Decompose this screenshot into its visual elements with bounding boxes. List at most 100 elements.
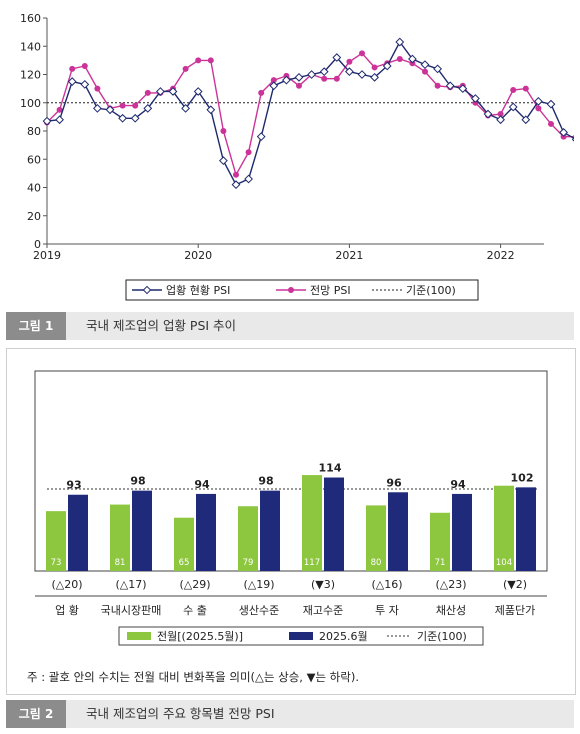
bar-previous-month [238,506,258,571]
y-tick-label: 80 [27,125,41,138]
outlook-psi-point [94,85,101,92]
psi-trend-chart: 0204060801001201401602019202020212022202… [20,12,580,301]
current-psi-point [130,113,140,123]
current-psi-line [46,40,580,186]
current-psi-point [433,64,442,74]
figure2-caption: 그림 2 국내 제조업의 주요 항목별 전망 PSI [6,700,574,728]
y-tick-label: 160 [20,12,41,25]
legend-label-reference: 기준(100) [406,284,456,297]
bar-previous-value-label: 117 [304,558,320,568]
bar-current-month [452,493,472,571]
current-psi-point [55,115,64,125]
bar-current-month [324,477,344,571]
outlook-psi-point [119,102,126,109]
outlook-psi-point [296,82,302,89]
current-psi-point [105,105,115,115]
figure2-caption-text: 국내 제조업의 주요 항목별 전망 PSI [86,706,275,721]
y-tick-label: 0 [34,238,41,251]
change-label: (△29) [179,578,210,591]
y-tick-label: 120 [20,69,41,82]
outlook-psi-point [245,149,252,156]
bar-previous-value-label: 80 [371,558,382,568]
outlook-psi-point [81,63,88,70]
outlook-psi-point [69,65,76,72]
outlook-psi-point [333,75,340,82]
x-tick-label: 2021 [335,249,363,262]
current-psi-point [508,102,518,112]
psi-items-chart: 73 93 (△20) 업 황 81 98 (△17) 국내시장판매 65 94 (△29) 수 출 7… [34,370,548,646]
outlook-psi-point [510,87,517,94]
bar-previous-month [46,511,66,571]
legend-label-current: 업황 현황 PSI [166,284,230,297]
current-psi-point [168,87,178,96]
bar-current-month [260,490,280,571]
legend-swatch-previous [127,632,151,640]
outlook-psi-point [346,58,353,65]
legend-label-outlook: 전망 PSI [310,284,351,297]
current-psi-point [483,109,493,119]
current-psi-point [420,60,430,69]
y-tick-label: 100 [20,97,41,110]
category-label: 수 출 [183,604,207,617]
bar-previous-value-label: 81 [115,558,126,568]
figure1-panel: 0204060801001201401602019202020212022202… [6,4,580,304]
current-psi-point [559,128,568,137]
outlook-psi-point [396,55,403,62]
figure2-caption-number: 그림 2 [6,700,66,728]
outlook-psi-point [434,82,441,89]
current-psi-point [269,81,279,91]
change-label: (▼3) [311,578,335,591]
outlook-psi-point [182,65,189,72]
outlook-psi-point [422,68,428,75]
bar-current-value-label: 114 [319,462,342,475]
current-psi-point [93,104,102,113]
bar-previous-value-label: 104 [496,558,512,568]
figure2-note: 주 : 괄호 안의 수치는 전월 대비 변화폭을 의미(△는 상승, ▼는 하락… [27,670,359,684]
bar-previous-value-label: 79 [243,558,254,568]
current-psi-point [408,54,417,64]
current-psi-point [534,96,543,106]
figure1-caption-number: 그림 1 [6,312,66,340]
change-label: (▼2) [503,578,527,591]
bar-previous-month [302,475,322,571]
outlook-psi-point [522,85,529,92]
current-psi-point [370,72,379,82]
current-psi-point [521,115,531,125]
bar-current-month [388,492,408,571]
change-label: (△17) [115,578,146,591]
legend-1: 업황 현황 PSI 전망 PSI 기준(100) [125,279,479,301]
outlook-psi-point [258,89,265,96]
outlook-psi-point [270,77,277,84]
bar-current-month [68,494,88,571]
y-tick-label: 60 [27,153,41,166]
current-psi-point [471,94,480,103]
bar-current-month [132,490,152,571]
bar-current-month [516,487,536,571]
figure2-panel: 73 93 (△20) 업 황 81 98 (△17) 국내시장판매 65 94 (△29) 수 출 7… [6,348,576,695]
figure1-caption: 그림 1 국내 제조업의 업황 PSI 추이 [6,312,574,340]
change-label: (△23) [435,578,466,591]
current-psi-point [282,75,291,85]
change-label: (△20) [51,578,82,591]
x-tick-label: 2020 [184,249,212,262]
legend-marker-current [142,285,152,295]
current-psi-point [496,115,505,125]
legend-label-current: 2025.6월 [319,630,368,643]
current-psi-point [458,84,468,94]
legend-2: 전월[(2025.5월)] 2025.6월 기준(100) [118,626,484,646]
outlook-psi-point [371,64,378,71]
current-psi-point [231,180,241,190]
current-psi-point [332,53,342,62]
current-psi-point [546,99,556,109]
current-psi-point [256,132,266,142]
outlook-psi-point [207,57,214,64]
category-label: 재고수준 [303,604,343,617]
current-psi-point [395,37,405,47]
legend-label-previous: 전월[(2025.5월)] [157,630,243,643]
y-tick-label: 20 [27,210,41,223]
outlook-psi-point [220,128,227,134]
category-label: 생산수준 [239,604,279,617]
bar-current-value-label: 98 [258,475,273,488]
outlook-psi-point [144,89,151,96]
category-label: 제품단가 [495,604,535,617]
